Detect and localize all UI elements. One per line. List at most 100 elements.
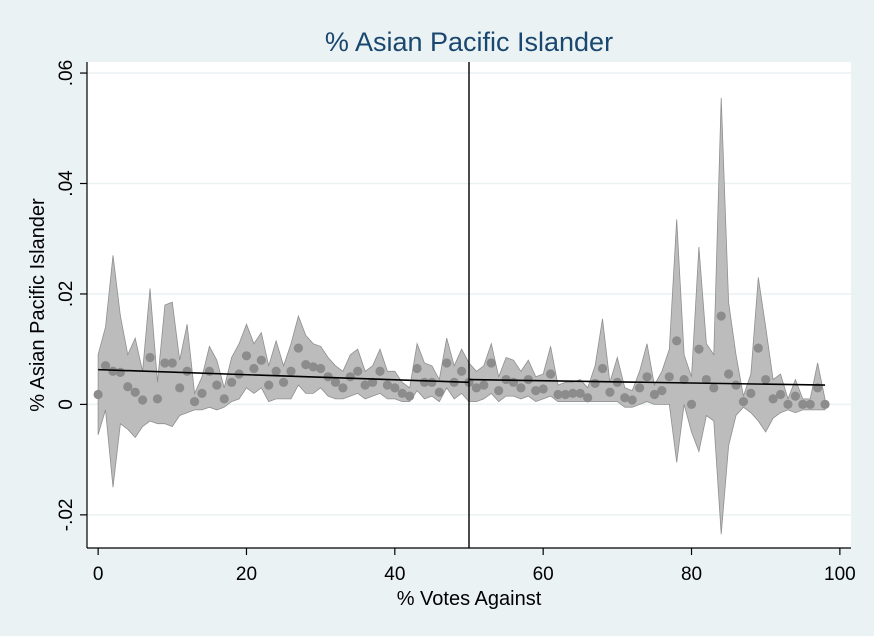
data-point: [330, 377, 341, 387]
data-point: [642, 372, 652, 382]
data-point: [486, 358, 496, 368]
data-point: [694, 344, 704, 354]
data-point: [746, 388, 756, 398]
data-point: [768, 394, 778, 404]
y-axis-label: % Asian Pacific Islander: [27, 198, 49, 412]
data-point: [345, 372, 355, 382]
confidence-band-area: [97, 97, 826, 535]
data-point: [456, 366, 467, 376]
data-point: [686, 399, 697, 410]
data-point: [212, 380, 222, 390]
fit-line-right: [468, 378, 826, 386]
data-point: [316, 363, 326, 374]
data-point: [620, 393, 630, 403]
data-point: [405, 391, 415, 401]
data-point: [724, 369, 734, 379]
data-point: [442, 358, 452, 368]
y-tick-label: 0: [56, 399, 77, 410]
data-point: [227, 377, 237, 387]
fit-line-left: [98, 368, 470, 384]
data-point: [278, 377, 289, 387]
data-point: [390, 383, 400, 393]
data-point: [479, 380, 489, 390]
data-point: [545, 369, 556, 379]
data-point: [531, 386, 541, 396]
data-point: [820, 399, 830, 410]
data-point: [664, 372, 674, 382]
data-point: [204, 366, 214, 376]
data-point: [152, 394, 163, 404]
data-point: [753, 343, 763, 353]
data-point: [167, 358, 177, 368]
data-point: [256, 355, 266, 365]
data-point: [367, 377, 378, 387]
y-tick-label: .06: [56, 60, 77, 86]
y-axis-ticks: -.02 0 .02 .04 .06: [56, 60, 87, 531]
x-tick-label: 0: [93, 564, 104, 585]
data-point: [672, 336, 682, 346]
data-point: [553, 389, 563, 400]
data-point: [590, 378, 600, 389]
data-point: [264, 380, 274, 390]
x-tick-label: 20: [236, 564, 257, 585]
data-point: [605, 387, 615, 397]
y-tick-label: .02: [56, 281, 77, 307]
data-point: [115, 367, 125, 377]
x-tick-label: 60: [533, 564, 554, 585]
data-point: [189, 397, 200, 407]
data-point: [627, 395, 637, 405]
data-point: [471, 383, 482, 393]
data-point: [175, 383, 185, 393]
data-point: [731, 380, 741, 390]
data-point: [575, 388, 585, 398]
data-point: [679, 374, 689, 385]
data-point: [657, 386, 667, 396]
data-point: [494, 386, 504, 396]
data-point: [516, 383, 526, 393]
data-point: [219, 394, 229, 404]
data-point: [93, 389, 103, 400]
data-point: [560, 389, 571, 400]
data-point: [123, 382, 133, 392]
data-point: [375, 366, 385, 376]
data-point: [568, 388, 578, 398]
data-point: [130, 387, 140, 397]
data-point: [145, 352, 155, 363]
data-point: [538, 384, 548, 394]
data-point: [360, 380, 370, 390]
data-point: [523, 374, 533, 385]
data-point: [301, 360, 311, 370]
y-tick-label: -.02: [56, 498, 77, 531]
data-point: [412, 363, 422, 374]
data-point: [805, 399, 815, 410]
data-point: [775, 389, 786, 400]
data-point: [649, 389, 660, 400]
data-point: [716, 311, 726, 321]
data-point: [197, 388, 207, 398]
data-point: [783, 399, 793, 410]
data-point: [108, 366, 118, 376]
data-point: [427, 377, 437, 387]
y-tick-label: .04: [56, 170, 77, 197]
x-tick-label: 40: [384, 564, 405, 585]
data-points: [93, 311, 830, 410]
x-tick-label: 100: [824, 564, 856, 585]
data-point: [138, 395, 148, 405]
data-point: [182, 366, 192, 376]
fit-lines: [98, 368, 826, 386]
data-point: [286, 366, 296, 376]
x-axis-label: % Votes Against: [397, 588, 542, 610]
data-point: [100, 361, 111, 371]
data-point: [397, 388, 407, 398]
data-point: [271, 366, 281, 376]
data-point: [353, 366, 363, 376]
data-point: [160, 358, 170, 368]
data-point: [293, 343, 303, 353]
data-point: [790, 391, 800, 401]
data-point: [761, 374, 771, 385]
data-point: [709, 383, 719, 393]
x-tick-label: 80: [681, 564, 702, 585]
data-point: [508, 377, 519, 387]
data-point: [583, 393, 593, 403]
